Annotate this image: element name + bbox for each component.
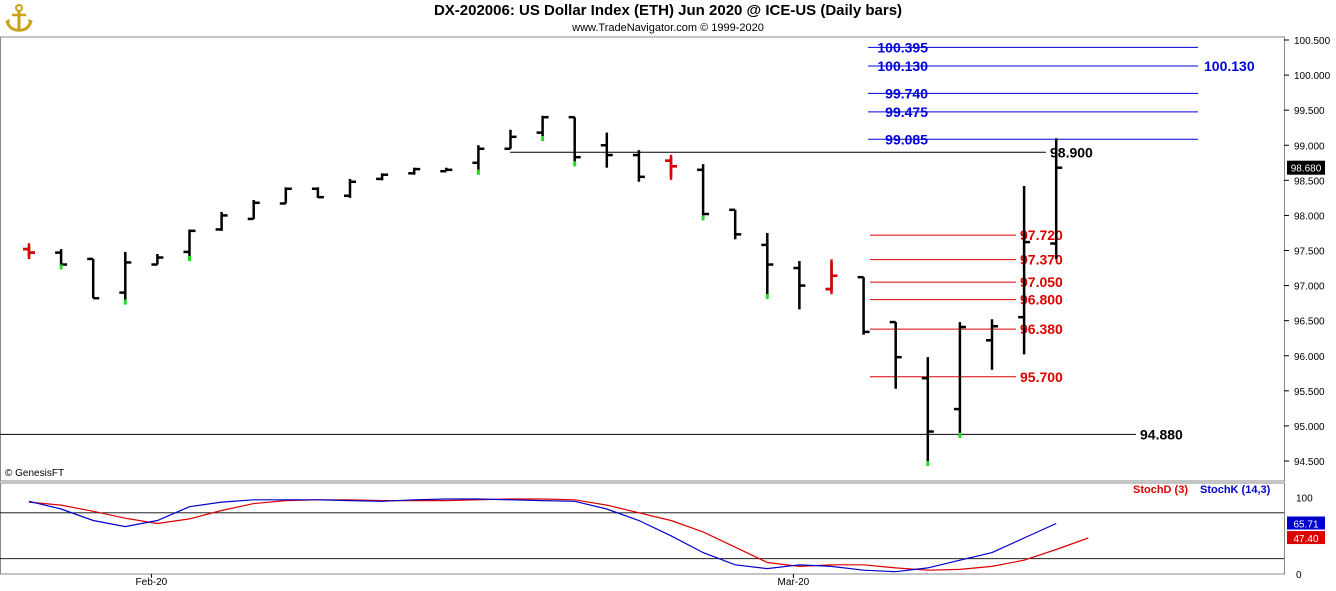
legend-stoch-d: StochD (3) <box>1133 484 1188 496</box>
stochastic-series-line <box>28 498 1089 571</box>
stochastic-last-value-box <box>1287 531 1325 545</box>
stochastic-axis-label: 100 <box>1296 494 1313 505</box>
stochastic-axis-label: 0 <box>1296 570 1302 581</box>
y-axis-tick-label: 99.500 <box>1294 106 1325 117</box>
x-axis-tick-label: Mar-20 <box>778 577 810 588</box>
level-label: 99.740 <box>885 85 928 101</box>
level-label: 97.370 <box>1020 252 1063 268</box>
y-axis-tick-label: 98.500 <box>1294 176 1325 187</box>
level-right-label: 100.130 <box>1204 58 1255 74</box>
y-axis-tick-label: 94.500 <box>1294 457 1325 468</box>
stochastic-last-value-box <box>1287 516 1325 530</box>
stochastic-last-value: 65.71 <box>1293 520 1318 531</box>
level-label: 96.800 <box>1020 292 1063 308</box>
level-label: 99.475 <box>885 104 928 120</box>
x-axis-tick-label: Feb-20 <box>136 577 168 588</box>
copyright-label: © GenesisFT <box>5 468 65 479</box>
level-label: 98.900 <box>1050 144 1093 160</box>
y-axis-tick-label: 98.000 <box>1294 211 1325 222</box>
level-label: 94.880 <box>1140 426 1183 442</box>
level-label: 100.130 <box>877 58 928 74</box>
anchor-logo-icon <box>4 3 34 33</box>
y-axis-tick-label: 95.000 <box>1294 422 1325 433</box>
last-price-box <box>1287 160 1325 175</box>
price-panel-frame <box>0 36 1285 482</box>
chart-title: DX-202006: US Dollar Index (ETH) Jun 202… <box>433 2 903 19</box>
level-label: 97.050 <box>1020 274 1063 290</box>
y-axis-tick-label: 97.000 <box>1294 282 1325 293</box>
level-label: 95.700 <box>1020 369 1063 385</box>
stochastic-last-value: 47.40 <box>1293 534 1318 545</box>
y-axis-tick-label: 99.000 <box>1294 141 1325 152</box>
y-axis-tick-label: 97.500 <box>1294 247 1325 258</box>
level-label: 96.380 <box>1020 321 1063 337</box>
chart-subtitle: www.TradeNavigator.com © 1999-2020 <box>572 22 764 34</box>
y-axis-tick-label: 100.500 <box>1294 36 1331 47</box>
level-label: 100.395 <box>877 39 928 55</box>
y-axis-tick-label: 96.000 <box>1294 352 1325 363</box>
level-label: 99.085 <box>885 131 928 147</box>
legend-stoch-k: StochK (14,3) <box>1200 484 1271 496</box>
stochastic-series-line <box>28 498 1057 573</box>
last-price-label: 98.680 <box>1291 164 1322 175</box>
y-axis-tick-label: 96.500 <box>1294 317 1325 328</box>
stochastic-panel-frame <box>0 482 1285 575</box>
y-axis-tick-label: 95.500 <box>1294 387 1325 398</box>
level-label: 97.720 <box>1020 227 1063 243</box>
y-axis-tick-label: 100.000 <box>1294 71 1331 82</box>
